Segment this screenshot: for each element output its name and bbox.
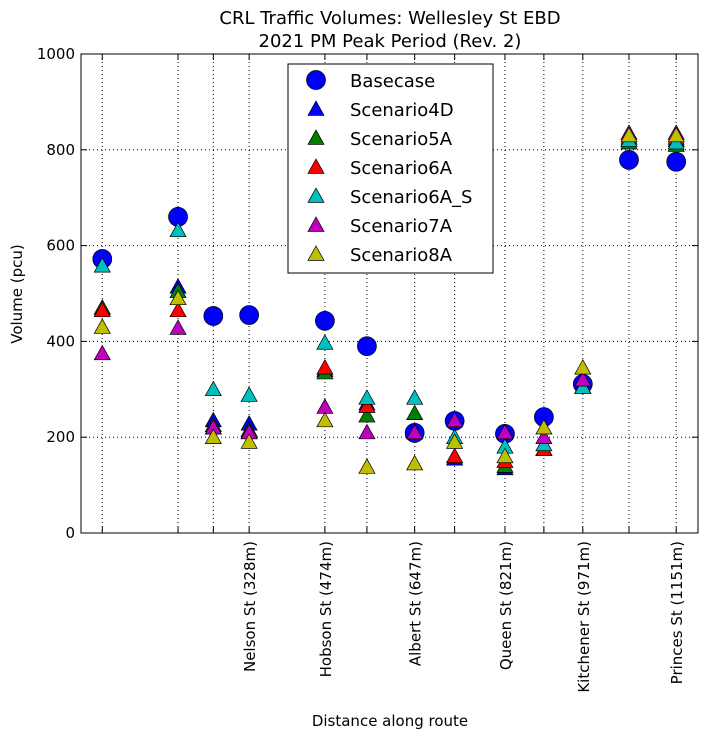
legend-marker bbox=[307, 158, 325, 174]
point bbox=[357, 336, 377, 357]
point bbox=[240, 386, 258, 402]
point bbox=[316, 334, 334, 350]
legend-marker bbox=[307, 187, 325, 203]
point bbox=[358, 423, 376, 440]
point bbox=[203, 306, 224, 326]
legend-marker bbox=[307, 216, 325, 232]
point bbox=[358, 397, 376, 413]
x-axis-label: Distance along route bbox=[312, 712, 468, 730]
point bbox=[535, 428, 553, 444]
point bbox=[446, 433, 464, 449]
point bbox=[574, 370, 592, 387]
chart-subtitle: 2021 PM Peak Period (Rev. 2) bbox=[259, 31, 522, 52]
point bbox=[406, 423, 424, 440]
chart-title: CRL Traffic Volumes: Wellesley St EBD bbox=[219, 8, 560, 29]
y-tick-label: 0 bbox=[65, 524, 75, 542]
legend-label: Scenario8A bbox=[350, 245, 453, 266]
point bbox=[496, 423, 514, 440]
x-tick-label: Princes St (1151m) bbox=[668, 541, 686, 684]
point bbox=[169, 319, 187, 335]
point bbox=[93, 301, 111, 318]
legend: Basecase Scenario4D Scenario5A Scenario6A Sc… bbox=[287, 63, 494, 274]
legend-label: Basecase bbox=[350, 71, 435, 92]
x-tick-label: Albert St (647m) bbox=[407, 541, 425, 666]
point bbox=[316, 398, 334, 414]
x-tick-label: Nelson St (328m) bbox=[241, 541, 259, 672]
point bbox=[406, 404, 424, 420]
point bbox=[574, 359, 592, 375]
legend-label: Scenario4D bbox=[350, 100, 454, 121]
plot-frame bbox=[80, 53, 699, 534]
legend-label: Scenario6A_S bbox=[350, 187, 472, 208]
point bbox=[169, 221, 187, 238]
point bbox=[620, 126, 638, 143]
legend-box bbox=[287, 63, 494, 274]
legend-label: Scenario6A bbox=[350, 158, 453, 179]
point bbox=[240, 433, 258, 449]
point bbox=[204, 428, 222, 444]
point bbox=[496, 447, 514, 464]
point bbox=[358, 389, 376, 405]
point bbox=[93, 256, 111, 273]
y-tick-label: 200 bbox=[46, 428, 75, 446]
legend-label: Scenario7A bbox=[350, 216, 453, 237]
x-tick-label: Hobson St (474m) bbox=[317, 541, 335, 677]
point bbox=[406, 389, 424, 405]
legend-marker bbox=[306, 70, 326, 90]
y-tick-label: 400 bbox=[46, 332, 75, 350]
point bbox=[666, 151, 687, 172]
point bbox=[204, 380, 222, 397]
point bbox=[619, 150, 639, 170]
x-tick-label: Kitchener St (971m) bbox=[575, 541, 593, 693]
y-axis-label: Volume (pcu) bbox=[8, 244, 26, 344]
point bbox=[239, 305, 259, 325]
point bbox=[315, 310, 335, 331]
legend-marker bbox=[307, 129, 325, 145]
point bbox=[535, 418, 553, 435]
legend-marker bbox=[307, 245, 325, 261]
y-tick-label: 1000 bbox=[37, 45, 75, 63]
legend-marker bbox=[307, 100, 325, 116]
point bbox=[406, 454, 424, 471]
point bbox=[316, 411, 334, 428]
point bbox=[316, 359, 334, 375]
legend-label: Scenario5A bbox=[350, 129, 453, 150]
y-tick-label: 800 bbox=[46, 141, 75, 159]
x-tick-label: Queen St (821m) bbox=[497, 541, 515, 670]
point bbox=[358, 406, 376, 423]
point bbox=[93, 344, 111, 361]
point bbox=[446, 447, 464, 464]
point bbox=[358, 458, 376, 474]
y-tick-label: 600 bbox=[46, 237, 75, 255]
point bbox=[667, 126, 685, 143]
point bbox=[169, 289, 187, 306]
point bbox=[169, 301, 187, 318]
point bbox=[446, 411, 464, 428]
point bbox=[93, 318, 111, 334]
